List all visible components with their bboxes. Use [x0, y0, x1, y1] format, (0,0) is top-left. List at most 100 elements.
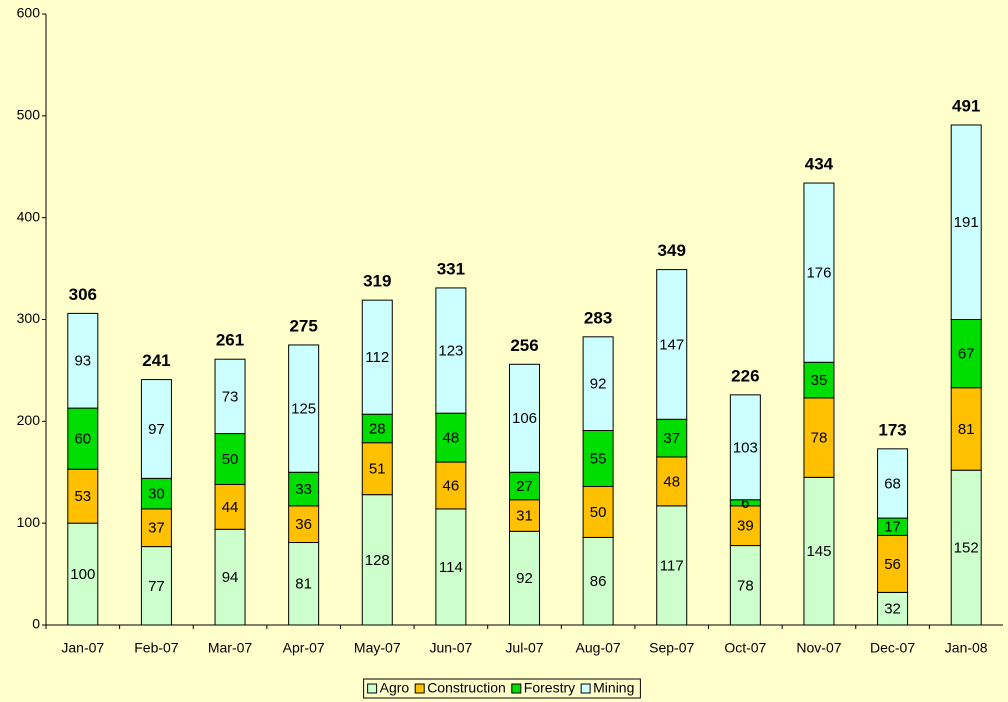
- data-label: 106: [512, 410, 537, 427]
- data-label: 123: [438, 343, 463, 360]
- x-tick-label: Mar-07: [208, 640, 253, 656]
- bar-segment: [656, 505, 688, 626]
- bar-segment: [214, 358, 246, 435]
- legend-swatch: [414, 683, 425, 694]
- data-label: 48: [663, 473, 680, 490]
- total-label: 256: [510, 336, 538, 355]
- data-label: 27: [516, 478, 533, 495]
- data-label: 117: [660, 557, 684, 574]
- x-tick-label: Apr-07: [283, 640, 325, 656]
- legend-item: Construction: [414, 680, 506, 696]
- bar-segment: [509, 530, 540, 626]
- data-label: 112: [365, 349, 389, 366]
- data-label: 125: [291, 401, 316, 418]
- bar-segment: [140, 546, 172, 626]
- data-label: 48: [443, 430, 460, 447]
- bar-segment: [288, 344, 320, 473]
- bar-segment: [803, 182, 835, 363]
- data-label: 53: [74, 488, 91, 505]
- x-tick-label: Jan-07: [61, 640, 104, 656]
- bar-segment: [509, 363, 540, 473]
- data-label: 60: [74, 431, 91, 448]
- x-tick-label: May-07: [354, 640, 401, 656]
- y-tick-label: 400: [17, 208, 41, 224]
- total-label: 331: [437, 259, 465, 278]
- bar-segment: [435, 412, 467, 463]
- data-label: 35: [811, 372, 828, 389]
- x-tick-label: Jan-08: [945, 640, 988, 656]
- data-label: 77: [148, 578, 165, 595]
- data-label: 100: [70, 566, 95, 583]
- data-label: 37: [663, 430, 680, 447]
- data-label: 145: [806, 543, 831, 560]
- legend: Agro Construction Forestry Mining: [363, 678, 641, 699]
- legend-label: Construction: [427, 680, 506, 696]
- data-label: 81: [958, 421, 975, 438]
- legend-item: Mining: [580, 680, 634, 696]
- bar-segment: [729, 545, 761, 626]
- x-tick-label: Aug-07: [576, 640, 621, 656]
- bar-segment: [214, 483, 246, 530]
- bar-segment: [656, 269, 688, 420]
- bar-segment: [67, 407, 99, 470]
- total-label: 283: [584, 308, 612, 327]
- bar-segment: [288, 542, 320, 626]
- data-label: 37: [148, 520, 165, 537]
- bar-segment: [288, 505, 320, 544]
- x-tick-label: Jul-07: [505, 640, 543, 656]
- total-label: 319: [363, 272, 391, 291]
- bar-segment: [729, 394, 761, 501]
- data-label: 39: [737, 518, 754, 535]
- bar-segment: [582, 429, 614, 488]
- data-label: 92: [516, 570, 533, 587]
- bar-segment: [435, 287, 467, 414]
- data-label: 94: [222, 569, 239, 586]
- total-label: 173: [878, 420, 906, 439]
- bar-segment: [803, 397, 835, 478]
- data-label: 31: [516, 507, 533, 524]
- bar-segment: [361, 413, 393, 444]
- data-label: 86: [590, 573, 607, 590]
- legend-box: [363, 678, 641, 699]
- bar-segment: [950, 319, 982, 389]
- data-label: 44: [222, 499, 239, 516]
- data-label: 93: [74, 353, 91, 370]
- bar-segment: [140, 379, 172, 479]
- y-tick-label: 600: [17, 5, 41, 21]
- data-label: 50: [222, 451, 239, 468]
- x-tick-label: Sep-07: [649, 640, 694, 656]
- data-label: 152: [954, 540, 979, 557]
- bar-segment: [582, 486, 614, 538]
- total-label: 491: [952, 96, 980, 115]
- legend-item: Agro: [367, 680, 409, 696]
- data-label: 81: [295, 576, 312, 593]
- bar-segment: [361, 299, 393, 415]
- data-label: 92: [590, 376, 607, 393]
- y-tick-label: 500: [17, 107, 41, 123]
- data-label: 68: [884, 475, 901, 492]
- total-label: 349: [658, 241, 686, 260]
- legend-swatch: [511, 683, 522, 694]
- data-label: 176: [806, 265, 831, 282]
- bar-segment: [67, 312, 99, 409]
- total-label: 261: [216, 331, 244, 350]
- legend-swatch: [367, 683, 378, 694]
- bar-segment: [361, 442, 393, 496]
- y-tick-label: 200: [17, 412, 41, 428]
- total-label: 275: [289, 316, 317, 335]
- bar-segment: [950, 124, 982, 320]
- data-label: 67: [958, 346, 975, 363]
- bar-segment: [582, 336, 614, 431]
- x-tick-label: Dec-07: [870, 640, 915, 656]
- y-tick-label: 0: [32, 616, 40, 632]
- bar-segment: [877, 534, 909, 593]
- bar-segment: [656, 456, 688, 507]
- legend-label: Forestry: [524, 680, 575, 696]
- data-label: 73: [222, 388, 239, 405]
- bar-segment: [877, 448, 909, 519]
- x-tick-label: Nov-07: [796, 640, 841, 656]
- data-label: 33: [295, 481, 312, 498]
- y-tick-label: 300: [17, 310, 41, 326]
- bar-segment: [435, 461, 467, 510]
- bar-segment: [950, 387, 982, 471]
